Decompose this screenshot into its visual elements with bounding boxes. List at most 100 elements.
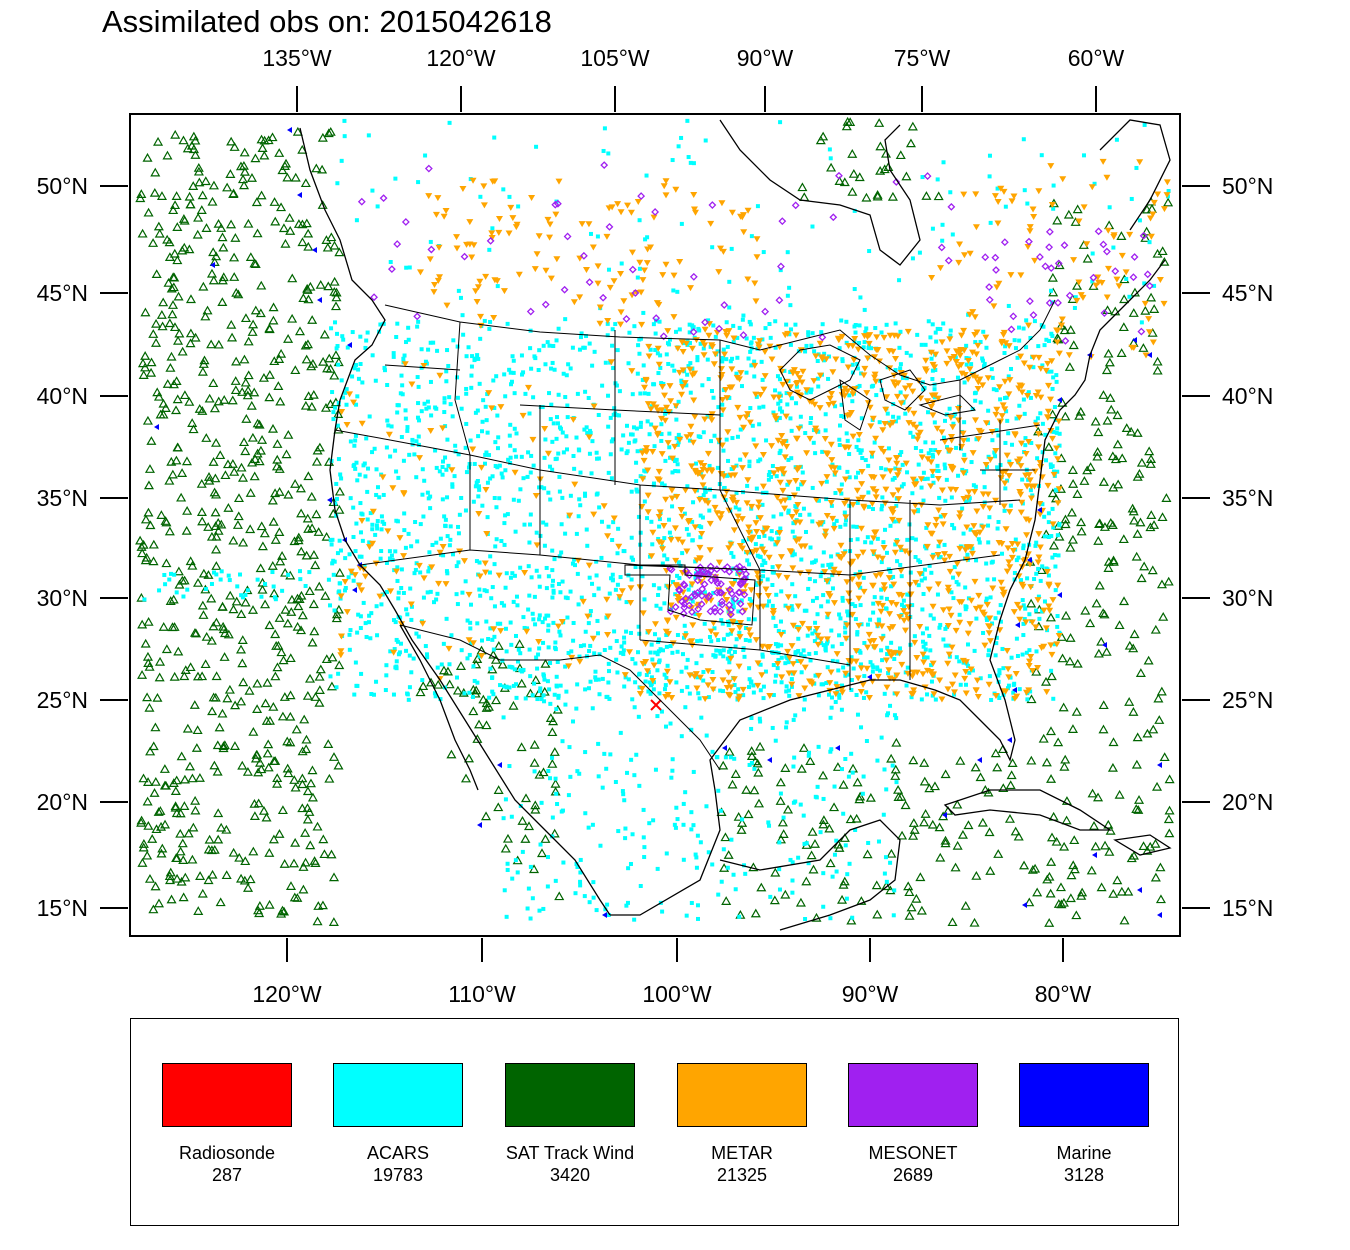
acars-point [832, 852, 837, 857]
acars-point [425, 590, 430, 595]
acars-point [218, 577, 223, 582]
acars-point [528, 470, 533, 475]
acars-point [440, 464, 445, 469]
sat-wind-point [140, 362, 151, 372]
metar-point [815, 521, 823, 528]
acars-point [352, 443, 357, 448]
acars-point [553, 647, 558, 652]
acars-point [720, 689, 725, 694]
sat-wind-point [307, 637, 318, 647]
sat-wind-point [135, 535, 146, 545]
acars-point [341, 337, 346, 342]
metar-point [950, 353, 958, 360]
acars-point [810, 331, 815, 336]
acars-point [893, 542, 898, 547]
sat-wind-point [208, 621, 219, 631]
sat-wind-point [188, 822, 199, 832]
acars-point [592, 593, 597, 598]
acars-point [724, 320, 729, 325]
acars-point [298, 577, 303, 582]
sat-wind-point [1151, 781, 1163, 791]
sat-wind-point [164, 526, 175, 536]
sat-wind-point [1047, 409, 1058, 419]
sat-wind-point [192, 671, 204, 681]
acars-point [440, 472, 445, 477]
metar-point [889, 492, 897, 499]
metar-point [1023, 483, 1031, 490]
metar-point [727, 541, 735, 548]
acars-point [492, 135, 497, 140]
metar-point [711, 351, 719, 358]
acars-point [845, 872, 850, 877]
sat-wind-point [1007, 758, 1018, 767]
sat-wind-point [493, 802, 504, 812]
acars-point [914, 478, 919, 483]
acars-point [465, 656, 470, 661]
sat-wind-point [280, 238, 291, 248]
sat-wind-point [171, 853, 183, 863]
metar-point [841, 500, 849, 507]
metar-point [812, 425, 820, 432]
acars-point [418, 522, 423, 527]
acars-point [782, 368, 787, 373]
acars-point [978, 400, 983, 405]
sat-wind-point [175, 828, 186, 838]
metar-point [806, 678, 814, 685]
acars-point [510, 571, 515, 576]
acars-point [443, 517, 448, 522]
acars-point [545, 855, 550, 860]
metar-point [715, 559, 723, 566]
acars-point [778, 791, 783, 796]
acars-point [706, 377, 711, 382]
acars-point [502, 521, 507, 526]
acars-point [487, 326, 492, 331]
acars-point [783, 603, 788, 608]
acars-point [777, 451, 782, 456]
metar-point [935, 507, 943, 514]
sat-wind-point [237, 658, 248, 668]
acars-point [554, 707, 559, 712]
metar-point [922, 357, 930, 364]
acars-point [711, 395, 716, 400]
metar-point [674, 345, 682, 352]
sat-wind-point [724, 746, 735, 756]
acars-point [614, 413, 619, 418]
acars-point [550, 815, 555, 820]
acars-point [907, 522, 912, 527]
sat-wind-point [285, 881, 297, 890]
acars-point [635, 489, 640, 494]
acars-point [336, 590, 341, 595]
metar-point [916, 624, 924, 631]
acars-point [373, 378, 378, 383]
acars-point [915, 509, 920, 514]
metar-point [936, 677, 944, 684]
sat-wind-point [150, 167, 161, 177]
acars-point [1134, 165, 1139, 170]
acars-point [263, 582, 268, 587]
acars-point [934, 339, 939, 344]
acars-point [621, 792, 626, 797]
acars-point [494, 374, 499, 379]
sat-wind-point [1134, 468, 1145, 478]
acars-point [1129, 196, 1134, 201]
acars-point [488, 666, 493, 671]
acars-point [675, 649, 680, 654]
acars-point [891, 574, 896, 579]
sat-wind-point [143, 820, 154, 830]
acars-point [1012, 570, 1017, 575]
sat-wind-point [1161, 493, 1172, 502]
acars-point [909, 695, 914, 700]
acars-point [737, 569, 742, 574]
sat-wind-point [1155, 862, 1166, 872]
sat-wind-point [192, 577, 204, 587]
metar-point [874, 673, 882, 680]
acars-point [855, 537, 860, 542]
acars-point [784, 725, 789, 730]
metar-point [945, 447, 953, 454]
sat-wind-point [1045, 888, 1056, 898]
acars-point [767, 823, 772, 828]
sat-wind-point [1152, 248, 1163, 258]
sat-wind-point [320, 591, 331, 600]
metar-point [885, 667, 893, 674]
acars-point [456, 531, 461, 536]
